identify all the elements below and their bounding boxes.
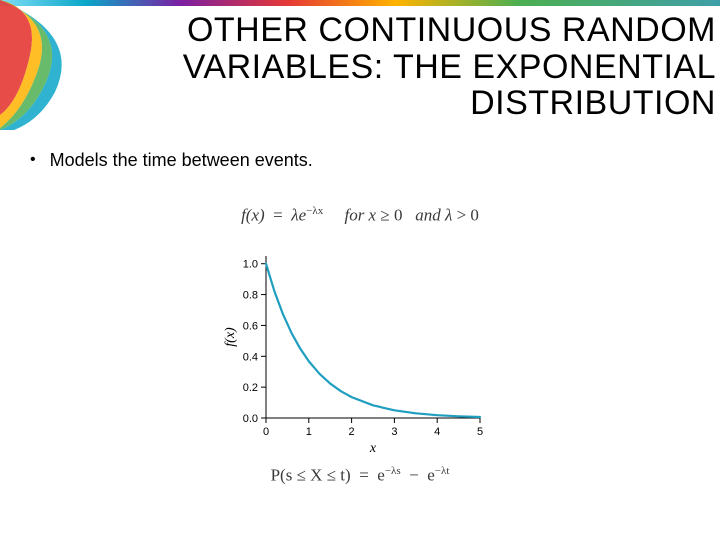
title-line-1: OTHER CONTINUOUS RANDOM bbox=[106, 12, 716, 49]
bullet-text: Models the time between events. bbox=[50, 150, 313, 170]
svg-text:0.6: 0.6 bbox=[243, 320, 258, 332]
cdf-formula: P(s ≤ X ≤ t) = e−λs − e−λt bbox=[0, 465, 720, 486]
svg-text:f(x): f(x) bbox=[223, 327, 238, 347]
svg-text:x: x bbox=[369, 441, 377, 456]
svg-text:1: 1 bbox=[306, 426, 312, 438]
svg-text:0.4: 0.4 bbox=[243, 351, 258, 363]
svg-text:0.2: 0.2 bbox=[243, 382, 258, 394]
title-line-3: DISTRIBUTION bbox=[106, 85, 716, 122]
slide-title: OTHER CONTINUOUS RANDOM VARIABLES: THE E… bbox=[106, 12, 716, 122]
accent-stripe bbox=[0, 0, 720, 6]
exponential-chart: 0.0 0.2 0.4 0.6 0.8 1.0 0 1 2 3 4 5 x f(x) bbox=[220, 248, 500, 456]
svg-text:2: 2 bbox=[349, 426, 355, 438]
svg-text:0.0: 0.0 bbox=[243, 413, 258, 425]
svg-text:5: 5 bbox=[477, 426, 483, 438]
bullet-item: • Models the time between events. bbox=[30, 150, 313, 170]
svg-text:3: 3 bbox=[391, 426, 397, 438]
pdf-formula: f(x) = λe−λx for x ≥ 0 and λ > 0 bbox=[0, 205, 720, 226]
svg-text:1.0: 1.0 bbox=[243, 259, 258, 271]
svg-text:0: 0 bbox=[263, 426, 269, 438]
corner-swirl bbox=[0, 0, 90, 130]
svg-text:0.8: 0.8 bbox=[243, 290, 258, 302]
bullet-marker: • bbox=[30, 150, 36, 170]
svg-text:4: 4 bbox=[434, 426, 440, 438]
title-line-2: VARIABLES: THE EXPONENTIAL bbox=[106, 49, 716, 86]
